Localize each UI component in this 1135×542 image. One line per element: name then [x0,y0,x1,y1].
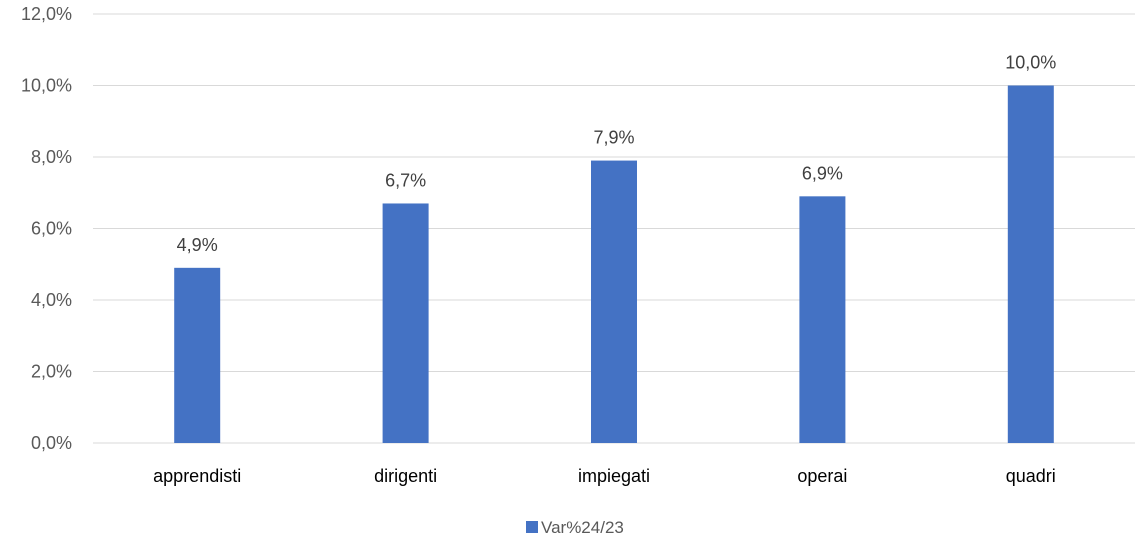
y-tick-label: 0,0% [31,433,72,453]
x-category-label: impiegati [578,466,650,486]
legend-label: Var%24/23 [541,518,624,537]
data-label: 6,7% [385,170,426,190]
y-tick-label: 12,0% [21,4,72,24]
data-label: 7,9% [593,128,634,148]
bar [1007,85,1054,443]
y-tick-label: 8,0% [31,147,72,167]
y-tick-label: 6,0% [31,219,72,239]
x-category-label: quadri [1006,466,1056,486]
bar [382,203,429,443]
x-axis-category-labels: apprendisti dirigenti impiegati operai quadr… [153,466,1056,486]
data-label: 10,0% [1005,53,1056,73]
y-axis-tick-labels: 0,0% 2,0% 4,0% 6,0% 8,0% 10,0% 12,0% [21,4,72,453]
data-labels: 4,9% 6,7% 7,9% 6,9% 10,0% [177,53,1057,255]
legend-swatch [526,521,538,533]
bar [591,160,637,443]
x-category-label: apprendisti [153,466,241,486]
data-label: 6,9% [802,163,843,183]
x-category-label: dirigenti [374,466,437,486]
bar [799,196,846,443]
legend: Var%24/23 [526,518,624,537]
y-tick-label: 4,0% [31,290,72,310]
y-tick-label: 2,0% [31,362,72,382]
bars [174,85,1054,443]
data-label: 4,9% [177,235,218,255]
bar [174,267,221,443]
y-tick-label: 10,0% [21,76,72,96]
x-category-label: operai [797,466,847,486]
